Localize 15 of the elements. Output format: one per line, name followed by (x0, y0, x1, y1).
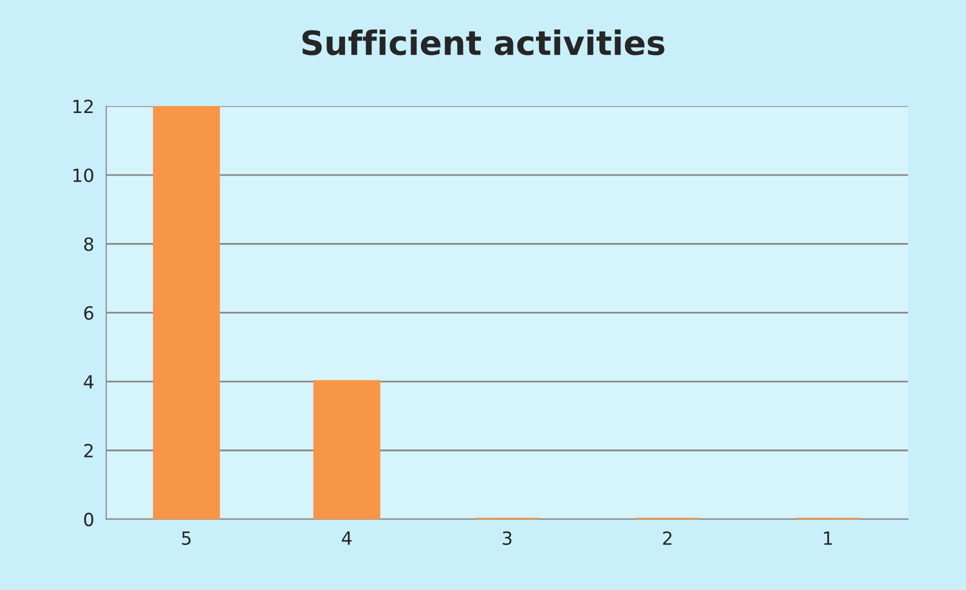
x-tick-label: 5 (182, 532, 191, 545)
y-tick-label: 2 (84, 444, 93, 458)
y-tick-label: 10 (73, 168, 94, 182)
y-tick-label: 0 (84, 512, 94, 526)
y-tick-label: 6 (84, 306, 94, 320)
x-tick-label: 2 (663, 531, 672, 545)
bar (313, 380, 380, 520)
y-tick-label: 4 (84, 375, 94, 388)
x-tick-label: 1 (824, 532, 832, 545)
x-tick-label: 4 (342, 532, 352, 545)
x-tick-label: 3 (502, 531, 512, 545)
y-tick-label: 12 (73, 100, 93, 114)
chart-title: Sufficient activities (302, 30, 664, 56)
bar (152, 106, 220, 520)
y-tick-label: 8 (84, 237, 94, 251)
